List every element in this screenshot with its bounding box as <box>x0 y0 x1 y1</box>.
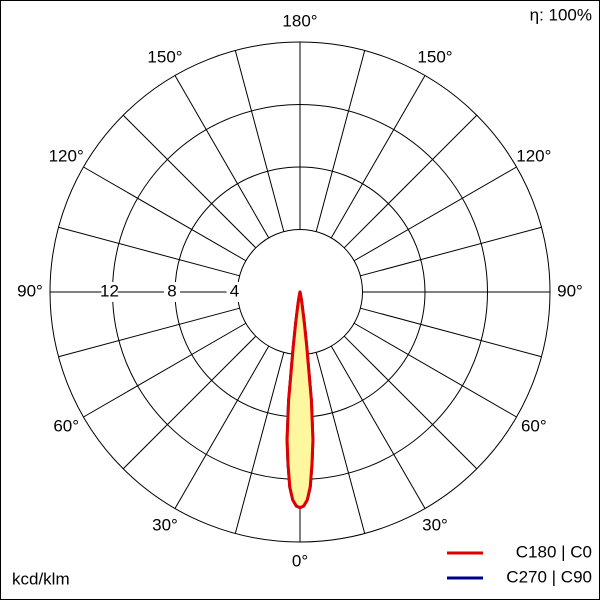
spoke <box>360 226 542 277</box>
theta-tick-label: 0° <box>292 551 308 570</box>
spoke <box>58 307 240 358</box>
spoke <box>83 166 247 262</box>
spoke <box>174 75 270 239</box>
r-tick-label: 8 <box>167 281 176 300</box>
spoke <box>353 166 517 262</box>
legend-label: C180 | C0 <box>516 542 592 561</box>
curve <box>285 290 315 510</box>
spoke <box>122 114 257 249</box>
spoke <box>315 50 366 232</box>
theta-tick-label: 60° <box>53 416 79 435</box>
tick-label-bg <box>164 282 180 302</box>
spoke <box>330 345 426 509</box>
outer-ring <box>49 41 551 543</box>
tick-label-bg <box>101 282 118 302</box>
spoke <box>315 352 366 534</box>
spoke <box>343 114 478 249</box>
spoke <box>122 335 257 470</box>
efficiency-label: η: 100% <box>530 5 592 24</box>
theta-tick-label: 90° <box>17 281 43 300</box>
theta-tick-label: 120° <box>516 146 551 165</box>
theta-tick-label: 30° <box>422 515 448 534</box>
spoke <box>330 75 426 239</box>
spoke <box>58 226 240 277</box>
theta-tick-label: 30° <box>152 515 178 534</box>
r-tick-label: 4 <box>230 281 239 300</box>
spoke <box>174 345 270 509</box>
theta-tick-label: 150° <box>147 48 182 67</box>
theta-tick-label: 60° <box>521 416 547 435</box>
spoke <box>234 50 285 232</box>
theta-tick-label: 150° <box>417 48 452 67</box>
theta-tick-label: 90° <box>557 281 583 300</box>
spoke <box>343 335 478 470</box>
theta-tick-label: 180° <box>282 11 317 30</box>
spoke <box>360 307 542 358</box>
theta-tick-label: 120° <box>49 146 84 165</box>
spoke <box>234 352 285 534</box>
spoke <box>83 322 247 418</box>
r-tick-label: 12 <box>100 281 119 300</box>
spoke <box>353 322 517 418</box>
legend-label: C270 | C90 <box>506 567 592 586</box>
tick-label-bg <box>226 282 243 302</box>
unit-label: kcd/klm <box>12 569 70 588</box>
